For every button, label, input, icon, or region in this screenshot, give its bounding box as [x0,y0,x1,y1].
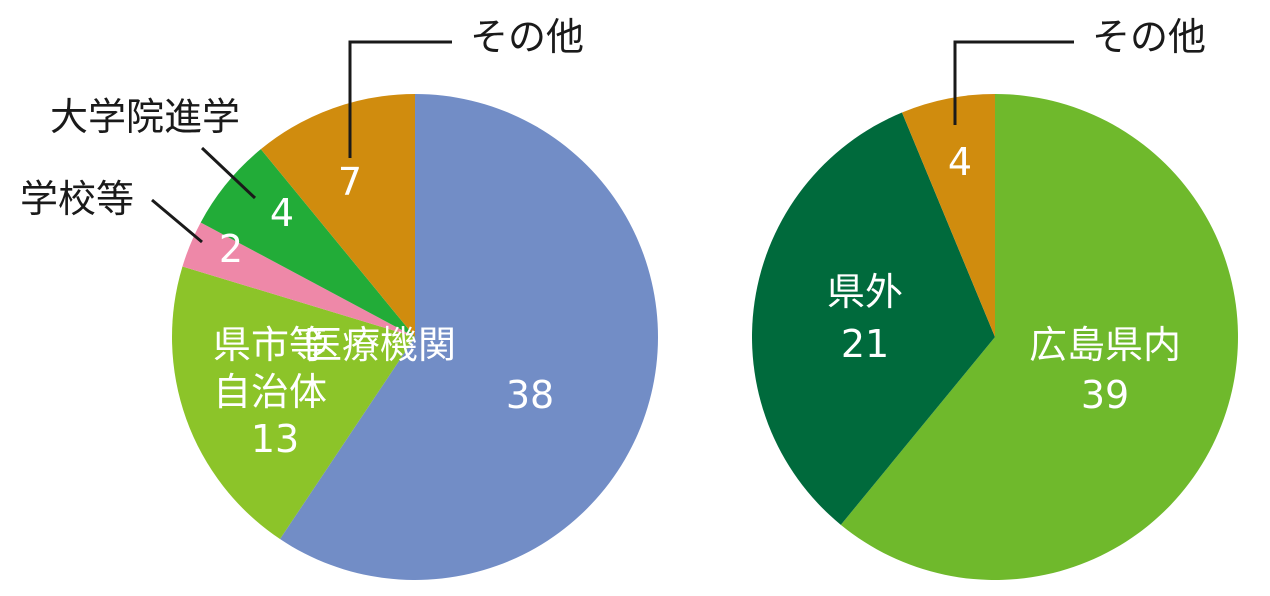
chart1-slice-3-leader-line [151,198,203,244]
chart2-slice-3 [902,94,995,337]
chart2-slice-3-leader-line [953,40,1074,125]
chart1-slice-1-category-label: 医療機関 [304,323,456,367]
chart1-slice-4-category-label: 大学院進学 [50,95,240,139]
chart1-slice-2-category-label: 県市等 [213,323,327,367]
chart2-slice-2-category-label: 県外 [827,270,903,314]
chart2-slice-1 [840,94,1238,580]
chart1-slice-3-value-label: 2 [219,227,243,271]
chart2-slice-3-category-label: その他 [1092,15,1206,59]
chart1-slice-4-leader-line [200,146,257,200]
chart2-slice-2-value-label: 21 [841,322,889,366]
chart1-slice-2-category-label: 自治体 [213,370,327,414]
chart1-slice-5-category-label: その他 [470,15,584,59]
chart1-slice-1 [279,94,659,580]
chart2-slice-3-value-label: 4 [948,140,972,184]
chart1-slice-3-category-label: 学校等 [20,177,134,221]
chart1-slice-3 [182,222,415,337]
chart1-slice-2-value-label: 13 [251,417,299,461]
chart1-slice-5-leader-line [348,40,452,158]
chart2-slice-1-category-label: 広島県内 [1029,323,1181,367]
chart1-slice-2 [171,266,415,540]
chart2-slice-2 [752,112,995,525]
chart1-slice-5-value-label: 7 [338,160,362,204]
chart2-slice-1-value-label: 39 [1081,373,1129,417]
chart1-slice-1-value-label: 38 [506,373,554,417]
chart1-slice-4-value-label: 4 [270,191,294,235]
chart1-slice-5 [260,94,415,337]
